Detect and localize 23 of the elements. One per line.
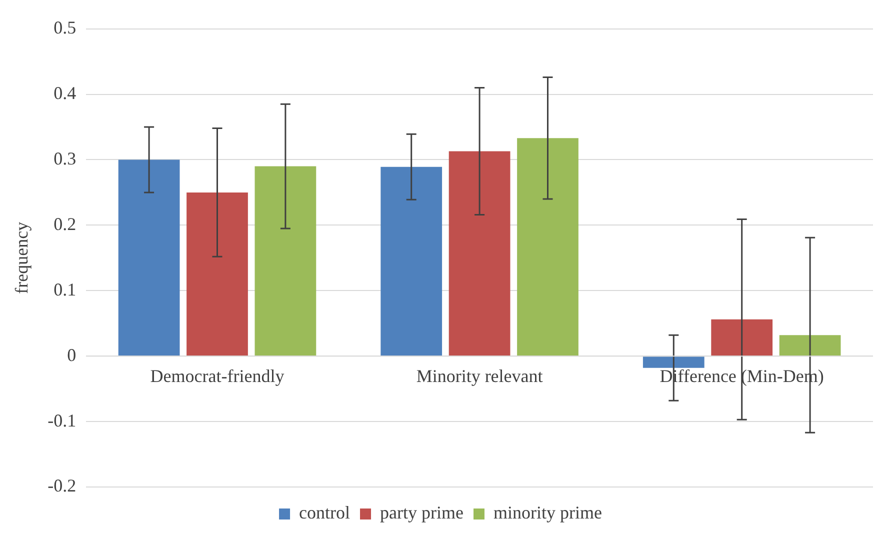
- y-tick-label: -0.1: [48, 410, 76, 430]
- y-tick-label: -0.2: [48, 476, 76, 496]
- y-tick-label: 0: [67, 344, 76, 365]
- bar: [118, 160, 180, 356]
- bar: [448, 151, 510, 356]
- x-tick-label: Minority relevant: [416, 366, 543, 386]
- y-tick-label: 0.1: [54, 279, 76, 300]
- y-tick-label: 0.2: [54, 214, 76, 234]
- legend-label: minority prime: [493, 502, 602, 523]
- bar: [642, 356, 704, 368]
- bar: [186, 192, 248, 356]
- bar: [254, 166, 316, 356]
- y-axis-title: frequency: [12, 222, 32, 294]
- y-tick-label: 0.3: [54, 148, 76, 168]
- y-tick-label: 0.4: [54, 82, 76, 103]
- x-tick-label: Democrat-friendly: [150, 366, 284, 386]
- bar: [779, 335, 841, 356]
- bar: [380, 166, 442, 356]
- legend-label: control: [299, 502, 350, 523]
- y-tick-label: 0.5: [54, 18, 76, 38]
- bar: [517, 138, 578, 356]
- legend-label: party prime: [380, 502, 464, 523]
- bar: [711, 319, 773, 356]
